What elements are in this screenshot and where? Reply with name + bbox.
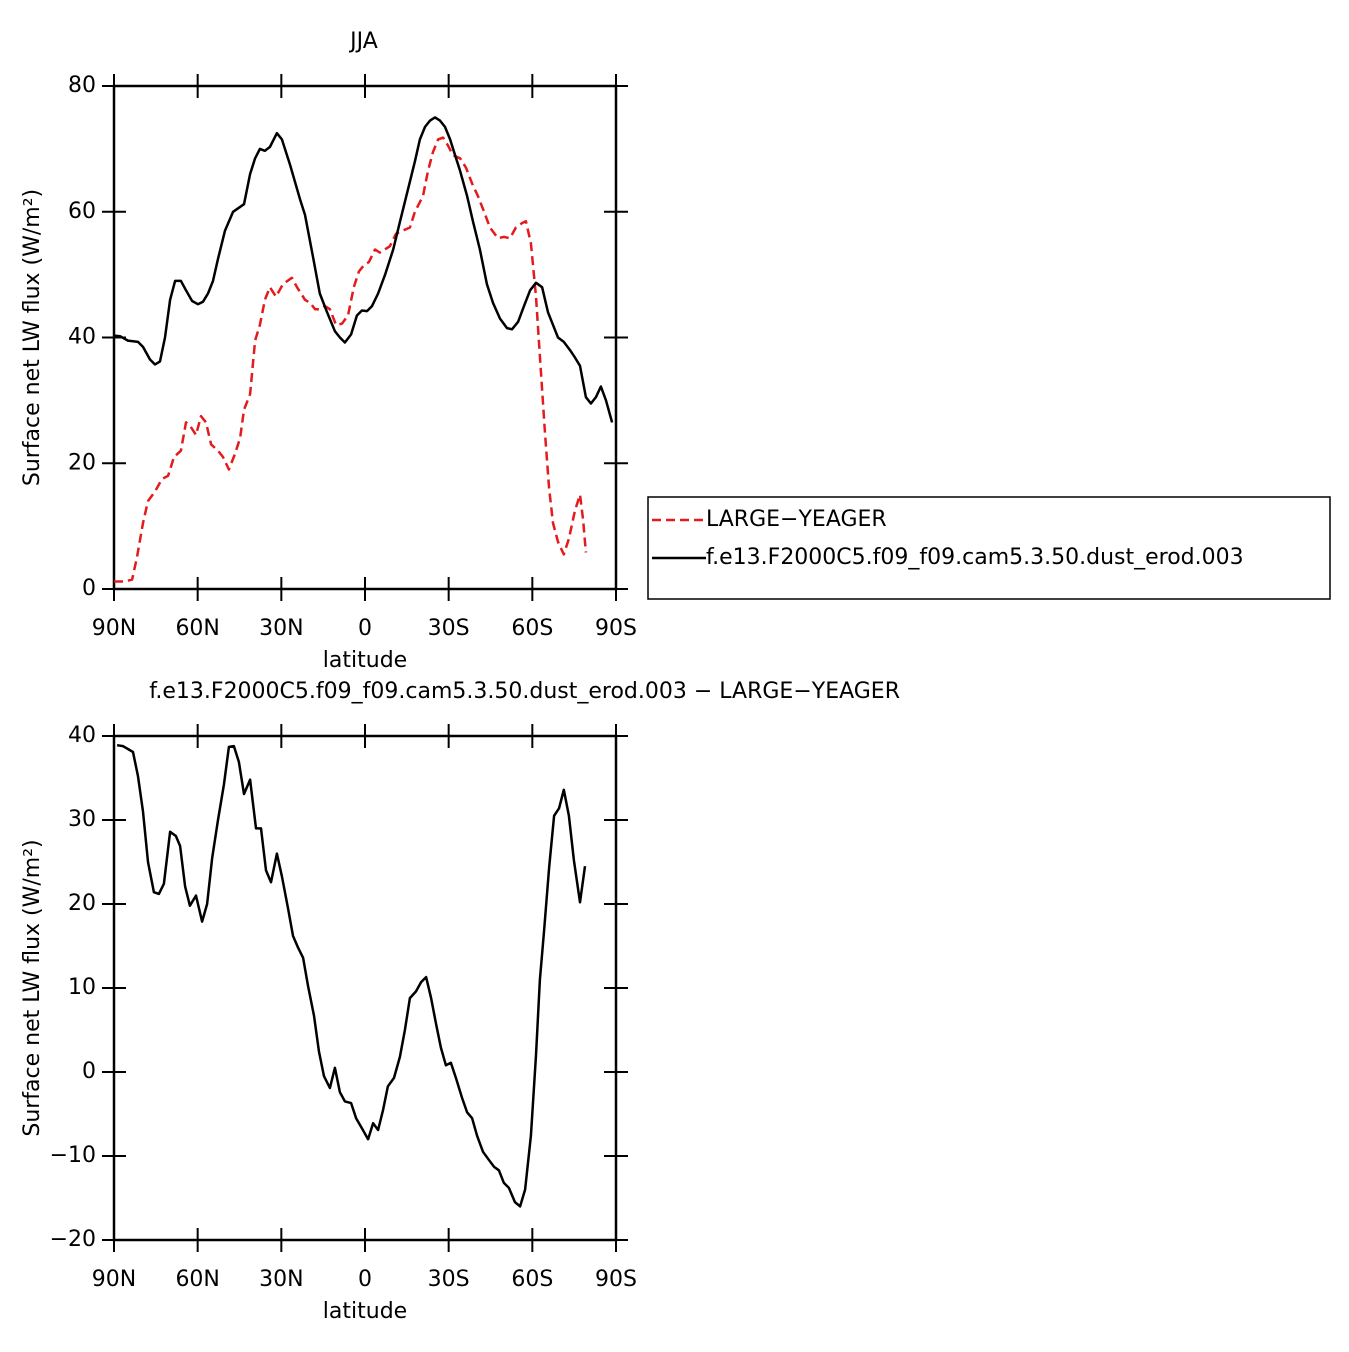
data-line (116, 743, 587, 1208)
x-tick-label: 30N (259, 1267, 303, 1292)
y-tick-label: −10 (50, 1143, 96, 1168)
x-axis-label: latitude (323, 648, 407, 673)
x-tick-label: 0 (358, 616, 372, 641)
y-axis-label: Surface net LW flux (W/m²) (20, 189, 45, 486)
y-tick-label: 80 (68, 73, 96, 98)
x-tick-label: 90N (92, 616, 136, 641)
x-tick-label: 90S (595, 616, 637, 641)
y-axis-label: Surface net LW flux (W/m²) (20, 839, 45, 1136)
x-tick-label: 90S (595, 1267, 637, 1292)
y-tick-label: 20 (68, 891, 96, 916)
x-tick-label: 60S (511, 1267, 553, 1292)
y-tick-label: 40 (68, 723, 96, 748)
y-tick-label: 0 (82, 1059, 96, 1084)
y-tick-label: 20 (68, 450, 96, 475)
legend-label: f.e13.F2000C5.f09_f09.cam5.3.50.dust_ero… (706, 545, 1244, 570)
x-tick-label: 60S (511, 616, 553, 641)
y-tick-label: 0 (82, 576, 96, 601)
x-tick-label: 90N (92, 1267, 136, 1292)
y-tick-label: 60 (68, 199, 96, 224)
data-line (113, 116, 614, 423)
chart-title: JJA (348, 29, 378, 54)
x-tick-label: 30S (428, 616, 470, 641)
x-tick-label: 30N (259, 616, 303, 641)
data-line (114, 136, 588, 583)
plot-frame (112, 734, 618, 1242)
y-tick-label: 30 (68, 807, 96, 832)
x-axis-label: latitude (323, 1299, 407, 1324)
legend-box (647, 496, 1331, 600)
x-tick-label: 60N (175, 1267, 219, 1292)
y-tick-label: 10 (68, 975, 96, 1000)
x-tick-label: 0 (358, 1267, 372, 1292)
y-tick-label: −20 (50, 1227, 96, 1252)
x-tick-label: 60N (175, 616, 219, 641)
y-tick-label: 40 (68, 325, 96, 350)
x-tick-label: 30S (428, 1267, 470, 1292)
legend-label: LARGE−YEAGER (706, 507, 887, 532)
chart-title: f.e13.F2000C5.f09_f09.cam5.3.50.dust_ero… (149, 679, 900, 704)
plot-frame (112, 84, 618, 591)
